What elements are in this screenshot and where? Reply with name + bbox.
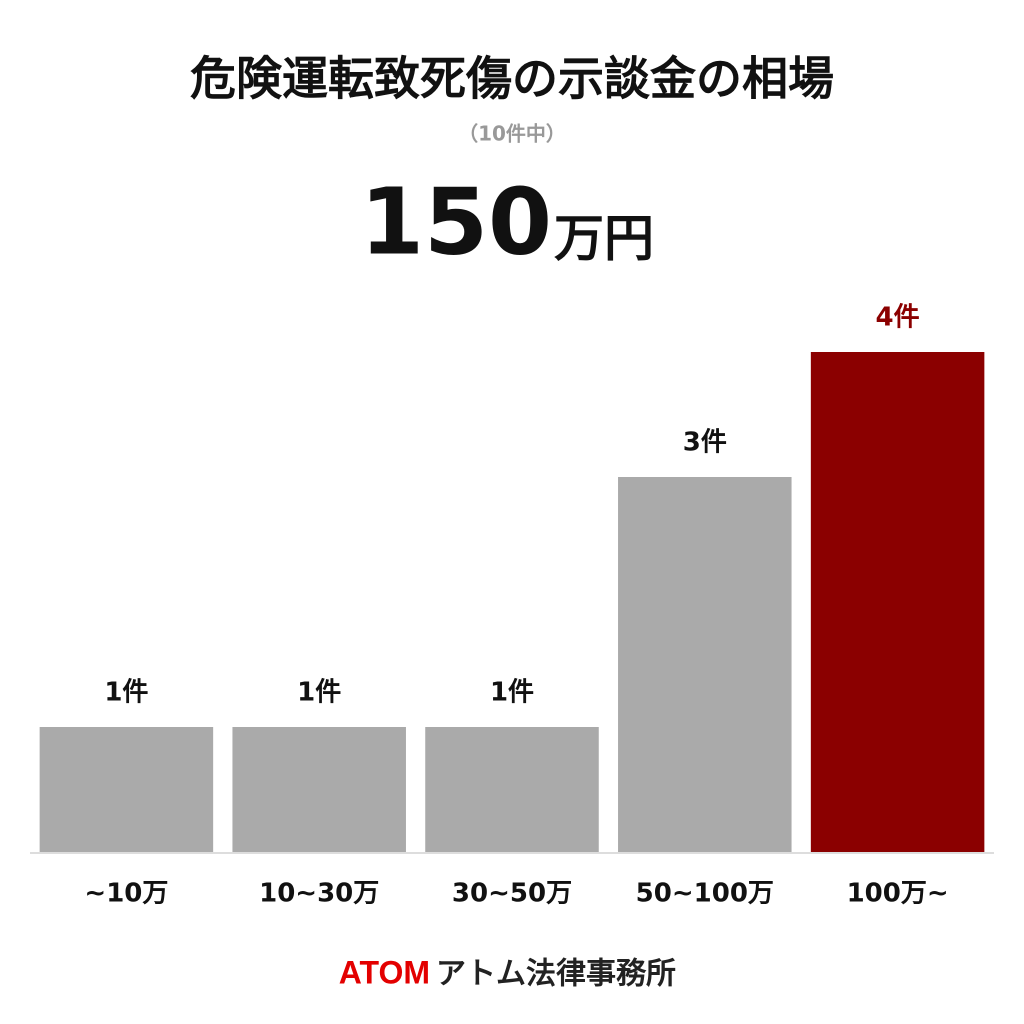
data-label: 1件: [297, 678, 341, 708]
x-tick-label: 10~30万: [259, 879, 379, 909]
footer-brand: ATOM: [339, 954, 430, 990]
chart-subtitle: （10件中）: [458, 122, 566, 146]
data-label: 1件: [490, 678, 534, 708]
data-label: 1件: [104, 678, 148, 708]
bar: [232, 727, 406, 852]
footer-name: アトム法律事務所: [436, 957, 676, 992]
bar: [618, 477, 792, 852]
bar: [425, 727, 599, 852]
x-tick-label: 50~100万: [636, 879, 774, 909]
bar: [39, 727, 214, 852]
chart-title: 危険運転致死傷の示談金の相場: [190, 52, 834, 106]
x-tick-label: 30~50万: [452, 879, 572, 909]
headline-unit: 万円: [554, 210, 654, 268]
data-label: 3件: [683, 428, 727, 458]
x-tick-label: ~10万: [84, 879, 168, 909]
x-tick-label: 100万~: [847, 879, 949, 909]
headline-number: 150: [360, 168, 552, 275]
bar: [810, 352, 985, 852]
data-label: 4件: [876, 303, 920, 333]
